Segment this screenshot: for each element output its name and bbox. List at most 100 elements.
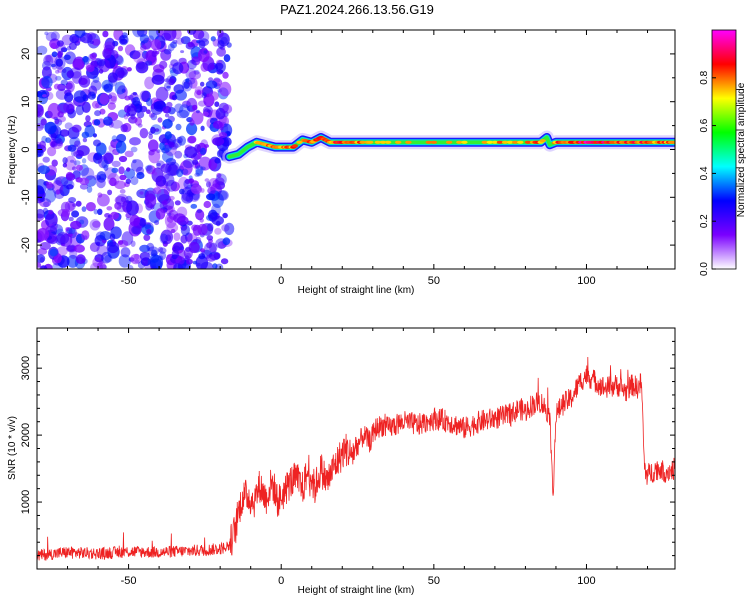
noise-blob bbox=[50, 63, 56, 68]
noise-blob bbox=[41, 265, 47, 269]
noise-blob bbox=[129, 214, 141, 227]
noise-blob bbox=[164, 113, 170, 118]
noise-blob bbox=[192, 159, 199, 165]
noise-blob bbox=[198, 40, 206, 49]
noise-blob bbox=[41, 75, 53, 89]
noise-blob bbox=[93, 119, 101, 126]
noise-blob bbox=[206, 181, 211, 188]
noise-blob bbox=[119, 189, 126, 194]
noise-blob bbox=[139, 251, 150, 261]
noise-blob bbox=[185, 77, 196, 85]
noise-blob bbox=[125, 178, 131, 184]
noise-blob bbox=[104, 37, 116, 52]
noise-blob bbox=[194, 144, 202, 153]
noise-blob bbox=[200, 81, 205, 87]
y-tick-label: 3000 bbox=[20, 356, 32, 380]
noise-blob bbox=[106, 206, 113, 211]
noise-blob bbox=[42, 94, 47, 98]
noise-blob bbox=[217, 190, 229, 201]
noise-blob bbox=[75, 164, 83, 171]
noise-blob bbox=[162, 150, 174, 163]
noise-blob bbox=[174, 200, 181, 206]
noise-blob bbox=[197, 153, 202, 160]
noise-blob bbox=[81, 206, 87, 212]
noise-blob bbox=[118, 166, 125, 175]
noise-blob bbox=[55, 176, 69, 187]
noise-blob bbox=[200, 125, 205, 131]
noise-blob bbox=[96, 175, 102, 180]
ridge-core bbox=[430, 140, 437, 144]
noise-blob bbox=[81, 167, 95, 181]
noise-blob bbox=[86, 185, 93, 193]
ridge-core bbox=[374, 140, 382, 144]
noise-blob bbox=[183, 158, 194, 169]
noise-blob bbox=[168, 195, 175, 201]
noise-blob bbox=[134, 253, 140, 260]
ridge-core bbox=[501, 140, 509, 144]
noise-blob bbox=[160, 229, 173, 245]
noise-blob bbox=[191, 184, 202, 195]
noise-blob bbox=[70, 220, 82, 230]
noise-blob bbox=[220, 36, 228, 45]
noise-blob bbox=[178, 104, 191, 119]
noise-blob bbox=[86, 32, 97, 41]
noise-blob bbox=[212, 137, 225, 146]
noise-blob bbox=[170, 41, 178, 49]
noise-blob bbox=[195, 165, 204, 175]
noise-blob bbox=[62, 162, 68, 168]
noise-blob bbox=[68, 42, 77, 51]
noise-blob bbox=[160, 49, 172, 61]
noise-blob bbox=[37, 104, 44, 118]
noise-blob bbox=[202, 111, 209, 117]
noise-blob bbox=[146, 109, 151, 114]
noise-blob bbox=[146, 97, 153, 107]
noise-blob bbox=[194, 86, 204, 95]
noise-blob bbox=[148, 149, 161, 164]
noise-blob bbox=[191, 110, 204, 125]
noise-blob bbox=[136, 111, 145, 119]
x-tick-label: 0 bbox=[278, 275, 284, 287]
noise-blob bbox=[215, 107, 226, 120]
noise-blob bbox=[102, 30, 109, 38]
noise-blob bbox=[66, 245, 76, 252]
noise-blob bbox=[187, 30, 197, 35]
ridge-core bbox=[445, 140, 453, 144]
noise-blob bbox=[148, 133, 153, 140]
noise-blob bbox=[165, 161, 178, 177]
noise-blob bbox=[129, 137, 141, 146]
noise-blob bbox=[57, 115, 66, 123]
noise-blob bbox=[44, 55, 52, 63]
noise-blob bbox=[162, 173, 175, 187]
noise-blob bbox=[130, 176, 139, 186]
noise-blob bbox=[157, 246, 164, 253]
noise-blob bbox=[166, 215, 174, 223]
noise-blob bbox=[73, 244, 85, 253]
noise-blob bbox=[215, 62, 224, 70]
noise-blob bbox=[41, 66, 52, 79]
noise-blob bbox=[186, 122, 198, 136]
noise-blob bbox=[175, 255, 185, 265]
noise-blob bbox=[187, 59, 197, 70]
noise-blob bbox=[178, 176, 189, 190]
noise-blob bbox=[71, 210, 80, 218]
noise-blob bbox=[73, 90, 87, 103]
noise-blob bbox=[150, 126, 156, 134]
noise-blob bbox=[134, 117, 142, 126]
spectrogram-ridge bbox=[222, 130, 675, 164]
noise-blob bbox=[92, 257, 103, 268]
noise-blob bbox=[63, 54, 71, 61]
noise-blob bbox=[65, 173, 76, 181]
noise-blob bbox=[121, 231, 134, 246]
noise-blob bbox=[42, 156, 50, 163]
x-tick-label: 0 bbox=[278, 575, 284, 587]
noise-blob bbox=[173, 241, 184, 251]
noise-blob bbox=[226, 42, 232, 48]
noise-blob bbox=[44, 188, 57, 203]
ridge-core bbox=[524, 140, 532, 144]
noise-blob bbox=[51, 159, 58, 167]
noise-blob bbox=[98, 58, 111, 73]
noise-blob bbox=[103, 116, 113, 126]
noise-blob bbox=[203, 144, 210, 148]
noise-blob bbox=[111, 160, 121, 168]
noise-blob bbox=[176, 37, 184, 45]
